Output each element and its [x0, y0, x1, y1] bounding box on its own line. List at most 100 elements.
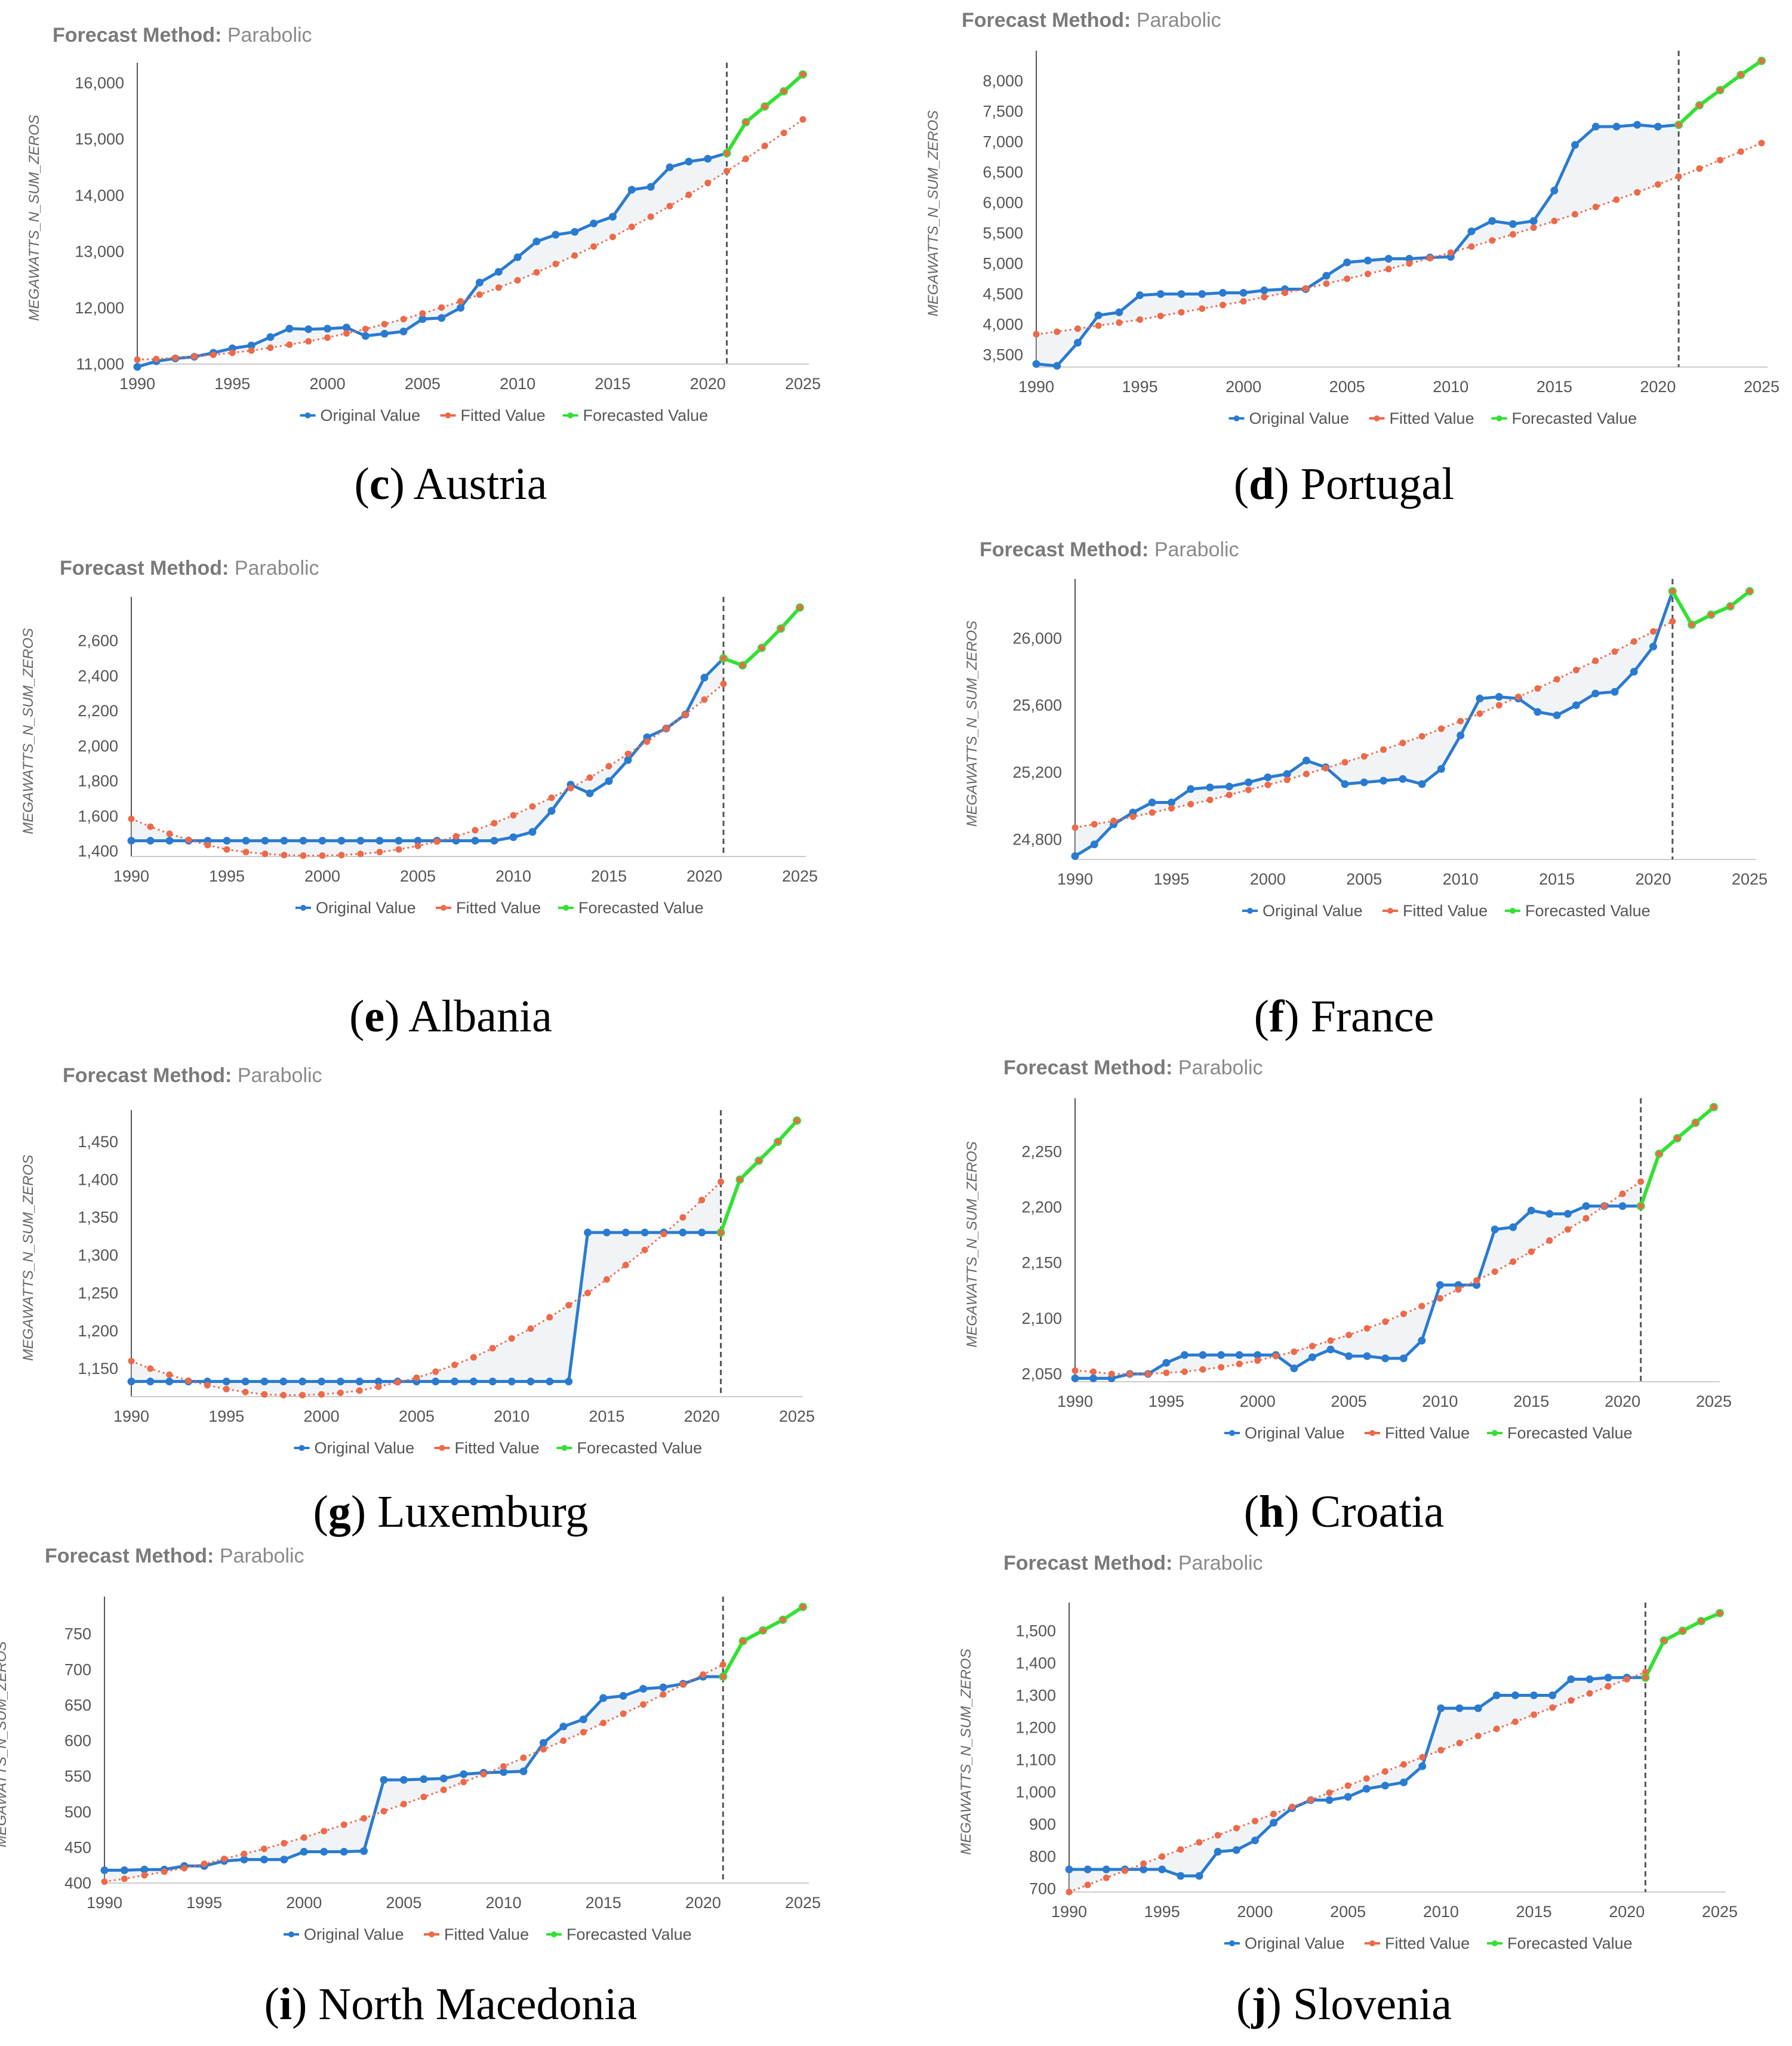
original-point	[1467, 227, 1476, 236]
caption-country: Portugal	[1300, 459, 1455, 509]
original-point	[1363, 257, 1372, 265]
fitted-point	[1623, 1675, 1630, 1683]
original-point	[539, 1739, 547, 1747]
forecast-point	[1678, 1626, 1687, 1635]
fitted-point	[1400, 1761, 1408, 1768]
original-point	[1591, 689, 1600, 698]
fitted-point	[1619, 1190, 1626, 1197]
original-point	[1604, 1674, 1612, 1682]
fitted-point	[1717, 156, 1724, 164]
original-point	[318, 1378, 326, 1386]
fitted-point	[1187, 800, 1194, 808]
fitted-point	[586, 774, 593, 781]
x-tick-label: 2005	[386, 1894, 421, 1912]
original-point	[1437, 765, 1445, 773]
fitted-point	[1177, 1846, 1184, 1853]
fitted-point	[660, 1231, 667, 1238]
x-tick-label: 2005	[400, 867, 436, 885]
fitted-point	[1240, 298, 1247, 305]
x-tick-label: 2025	[785, 1894, 821, 1912]
fitted-point	[1509, 231, 1516, 238]
fitted-point	[286, 341, 293, 348]
fitted-point	[1399, 739, 1406, 747]
original-point	[579, 1715, 587, 1724]
x-tick-label: 2020	[690, 375, 726, 393]
original-point	[1591, 122, 1600, 131]
original-point	[584, 1228, 592, 1237]
caption-letter: f	[1268, 991, 1285, 1042]
original-point	[1083, 1865, 1092, 1874]
fitted-point	[1289, 1803, 1296, 1810]
x-tick-label: 2015	[1513, 1392, 1549, 1410]
y-tick-label: 8,000	[983, 72, 1023, 90]
legend-forecast-label: Forecasted Value	[566, 1925, 692, 1943]
original-point	[439, 1774, 448, 1783]
y-tick-label: 700	[1029, 1880, 1056, 1898]
panel-north-macedonia: Forecast Method: Parabolic MEGAWATTS_N_SU…	[0, 1528, 866, 2046]
forecast-method-title: Forecast Method: Parabolic	[60, 557, 319, 580]
forecast-point	[716, 1228, 725, 1237]
original-point	[1102, 1865, 1110, 1874]
legend-original-marker	[1233, 415, 1240, 421]
original-point	[360, 1847, 368, 1855]
original-point	[1418, 1762, 1427, 1770]
method-value: Parabolic	[1154, 538, 1239, 561]
fitted-point	[560, 1737, 567, 1745]
fitted-point	[540, 1746, 547, 1753]
original-point	[1511, 1691, 1519, 1699]
original-point	[1177, 290, 1186, 298]
original-point	[1476, 694, 1484, 702]
forecast-series-line	[1639, 1105, 1715, 1207]
forecast-point	[1716, 1609, 1724, 1617]
original-point	[547, 807, 556, 815]
original-point	[659, 1683, 667, 1691]
fitted-point	[1549, 1704, 1556, 1711]
fitted-point	[1406, 260, 1413, 267]
fitted-point	[1103, 1874, 1110, 1881]
fitted-point	[628, 223, 635, 230]
y-tick-label: 600	[64, 1732, 91, 1750]
fitted-point	[280, 1391, 287, 1398]
fitted-point	[567, 784, 574, 791]
fitted-point	[141, 1872, 148, 1879]
method-label: Forecast Method:	[63, 1064, 238, 1087]
caption-slovenia: (j) Slovenia	[1236, 1979, 1452, 2029]
original-point	[1567, 1675, 1575, 1683]
fitted-point	[527, 1325, 534, 1332]
fitted-point	[470, 1354, 477, 1361]
fitted-point	[679, 1681, 686, 1688]
fitted-point	[419, 310, 426, 317]
original-point	[457, 304, 465, 312]
fitted-point	[121, 1875, 128, 1882]
fitted-point	[451, 1361, 458, 1369]
fitted-point	[181, 1865, 188, 1872]
fitted-point	[491, 819, 498, 827]
original-point	[1251, 1837, 1259, 1845]
legend-original-label: Original Value	[304, 1925, 404, 1943]
forecast-point	[1673, 1134, 1682, 1143]
original-point	[1073, 338, 1082, 347]
original-point	[704, 155, 712, 163]
fitted-point	[1157, 312, 1164, 319]
original-point	[380, 1776, 388, 1784]
forecast-series-line	[1643, 1611, 1721, 1679]
x-tick-label: 2025	[1696, 1392, 1732, 1410]
fitted-point	[624, 750, 632, 757]
x-tick-label: 2005	[1346, 870, 1382, 888]
fitted-point	[529, 803, 536, 810]
forecast-series-line	[1671, 590, 1751, 627]
caption-country: Slovenia	[1292, 1979, 1452, 2029]
x-tick-label: 2010	[1443, 870, 1479, 888]
original-point	[1380, 777, 1388, 785]
fitted-point	[742, 155, 749, 162]
fitted-point	[1586, 1690, 1593, 1697]
y-tick-label: 800	[1029, 1848, 1056, 1866]
panel-slovenia: Forecast Method: Parabolic MEGAWATTS_N_SU…	[896, 1528, 1792, 2046]
x-tick-label: 1995	[208, 1407, 244, 1425]
fitted-point	[147, 823, 154, 830]
original-point	[223, 837, 231, 845]
fitted-point	[321, 1828, 328, 1835]
panel-albania: Forecast Method: Parabolic MEGAWATTS_N_SU…	[0, 540, 866, 1059]
x-tick-label: 1995	[1122, 378, 1158, 396]
fitted-point	[261, 1391, 268, 1398]
